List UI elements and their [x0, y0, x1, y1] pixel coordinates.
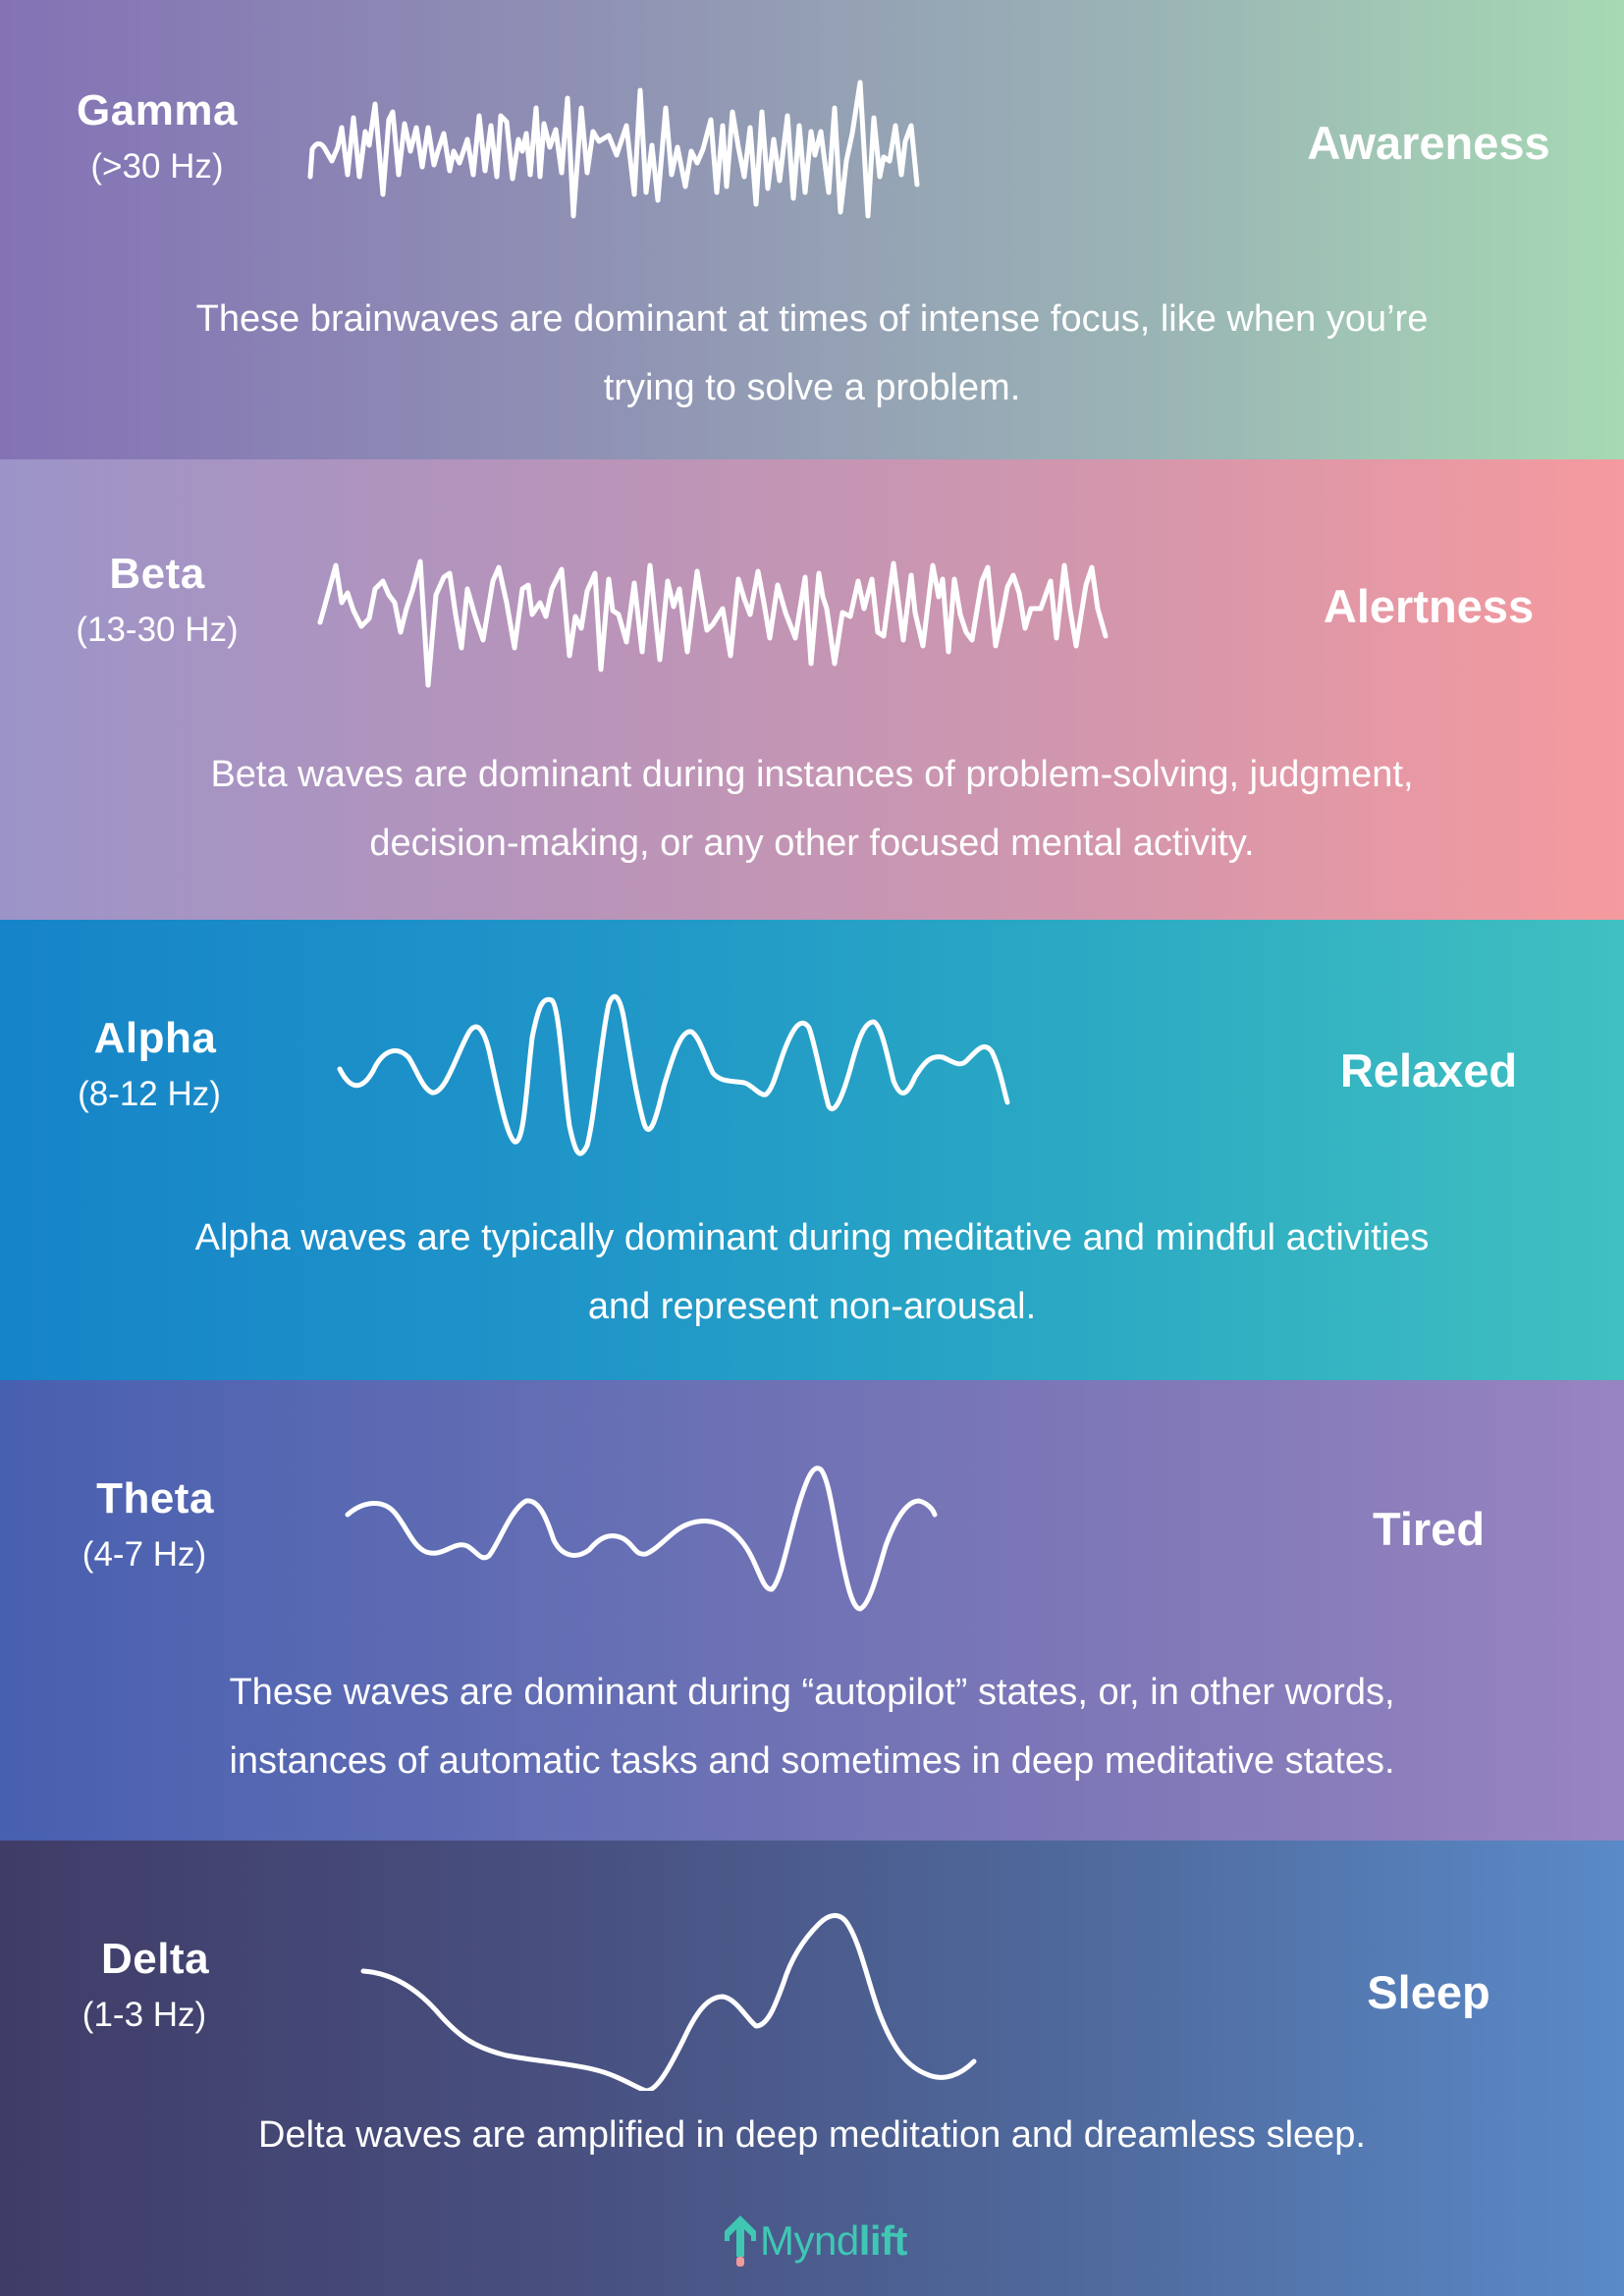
band-description: Delta waves are amplified in deep medita… [258, 2114, 1366, 2156]
alpha-wave-icon [337, 993, 1010, 1156]
band-theta: Theta (4-7 Hz) Tired These waves are dom… [0, 1380, 1624, 1841]
logo-text-bold: lift [858, 2217, 908, 2264]
band-name: Beta [109, 550, 205, 598]
band-name: Gamma [77, 86, 238, 134]
logo-text-light: Mynd [760, 2217, 859, 2264]
band-delta: Delta (1-3 Hz) Sleep Delta waves are amp… [0, 1841, 1624, 2296]
band-description: Alpha waves are typically dominant durin… [194, 1217, 1430, 1258]
state-label: Tired [1372, 1503, 1486, 1555]
arrow-up-icon [725, 2216, 756, 2267]
band-description-2: trying to solve a problem. [603, 367, 1021, 408]
state-label: Sleep [1367, 1966, 1490, 2018]
band-name: Delta [100, 1935, 210, 1983]
band-description: These waves are dominant during “autopil… [229, 1672, 1395, 1713]
theta-wave-icon [345, 1466, 938, 1612]
band-alpha: Alpha (8-12 Hz) Relaxed Alpha waves are … [0, 920, 1624, 1380]
band-name: Alpha [93, 1014, 217, 1062]
band-description-2: instances of automatic tasks and sometim… [229, 1740, 1395, 1782]
band-description-2: and represent non-arousal. [587, 1286, 1037, 1327]
band-range: (>30 Hz) [90, 147, 224, 186]
band-gamma: Gamma (>30 Hz) Awareness These brainwave… [0, 0, 1624, 459]
band-description: These brainwaves are dominant at times o… [195, 298, 1429, 340]
band-name: Theta [96, 1474, 214, 1522]
logo-wordmark: Myndlift [760, 2217, 908, 2265]
band-range: (1-3 Hz) [81, 1996, 207, 2034]
gamma-wave-icon [307, 80, 920, 219]
beta-wave-icon [317, 559, 1109, 688]
band-range: (8-12 Hz) [78, 1075, 221, 1113]
band-description-2: decision-making, or any other focused me… [369, 823, 1255, 864]
delta-wave-icon [360, 1913, 977, 2091]
band-description: Beta waves are dominant during instances… [210, 754, 1414, 795]
band-range: (4-7 Hz) [81, 1535, 207, 1574]
band-beta: Beta (13-30 Hz) Alertness Beta waves are… [0, 459, 1624, 920]
state-label: Alertness [1323, 580, 1535, 632]
band-range: (13-30 Hz) [76, 611, 239, 649]
state-label: Relaxed [1339, 1044, 1518, 1096]
myndlift-logo: Myndlift [721, 2212, 908, 2270]
state-label: Awareness [1307, 117, 1550, 169]
